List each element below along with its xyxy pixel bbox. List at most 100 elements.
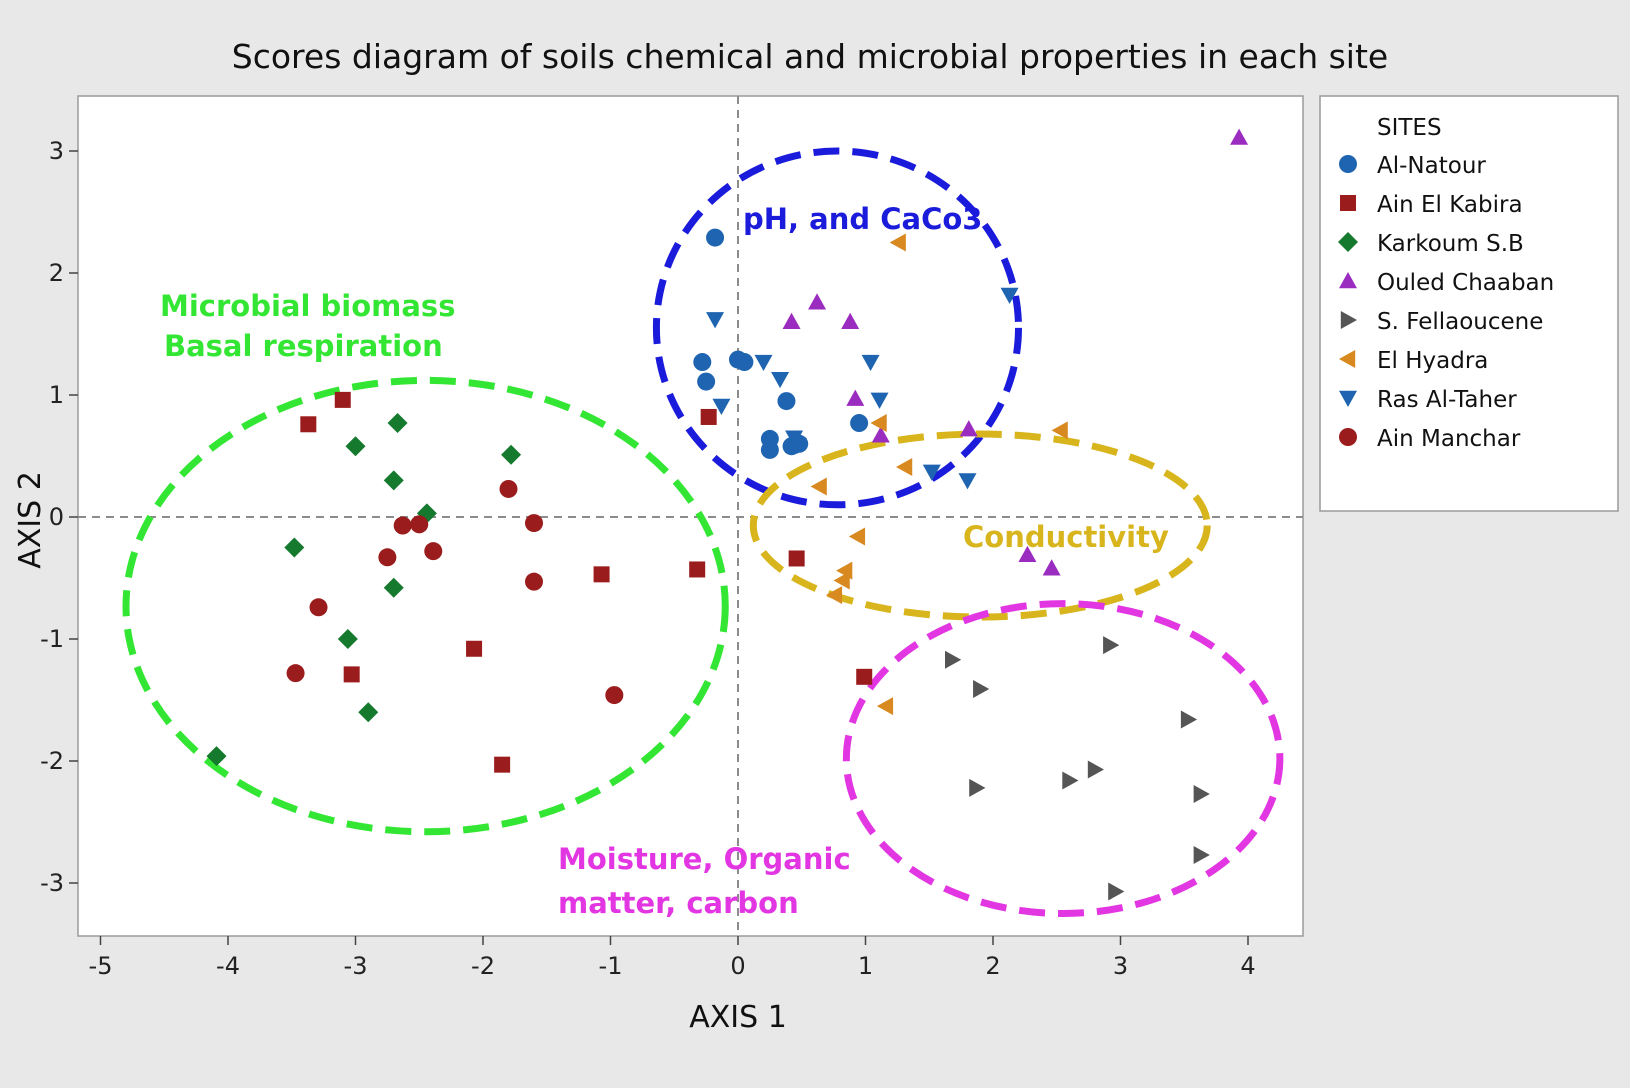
point-ain-el-kabira: [788, 550, 805, 567]
legend-box: [1319, 95, 1619, 512]
point-ras-al-taher: [922, 464, 941, 481]
legend-marker-al-natour: [1339, 155, 1357, 173]
point-s-fellaoucene: [1108, 882, 1125, 901]
point-karkoum-s-b: [383, 470, 404, 491]
y-tick-label: 3: [49, 137, 64, 165]
point-ouled-chaaban: [1018, 545, 1037, 563]
legend-marker-ouled-chaaban: [1339, 272, 1357, 289]
legend-label-ouled-chaaban: Ouled Chaaban: [1377, 270, 1554, 296]
point-karkoum-s-b: [501, 444, 522, 465]
y-tick-label: 2: [49, 259, 64, 287]
point-ain-el-kabira: [494, 756, 511, 773]
point-ras-al-taher: [1000, 287, 1019, 304]
point-ain-el-kabira: [343, 666, 360, 683]
x-axis-label: AXIS 1: [689, 1000, 787, 1035]
point-ain-el-kabira: [466, 640, 483, 657]
point-el-hyadra: [876, 697, 894, 716]
point-ras-al-taher: [870, 392, 889, 409]
legend-items: Al-Natour Ain El Kabira Karkoum S.B Ouled C…: [1338, 153, 1554, 452]
y-tick-label: 0: [49, 503, 64, 531]
point-ain-manchar: [424, 542, 443, 561]
point-s-fellaoucene: [973, 680, 990, 699]
x-tick-label: -2: [471, 952, 495, 980]
point-s-fellaoucene: [1087, 760, 1104, 779]
point-ouled-chaaban: [782, 312, 801, 329]
legend-label-karkoum-s-b: Karkoum S.B: [1377, 231, 1524, 257]
point-el-hyadra: [848, 527, 866, 546]
point-al-natour: [850, 414, 869, 433]
ellipse-microbial: [122, 376, 729, 836]
point-ain-manchar: [525, 572, 543, 591]
legend-label-el-hyadra: El Hyadra: [1377, 348, 1488, 374]
point-ain-manchar: [499, 479, 518, 498]
legend-label-ain-el-kabira: Ain El Kabira: [1377, 192, 1523, 218]
point-ouled-chaaban: [846, 389, 865, 406]
annotation-moisture-organic: Moisture, Organic: [558, 842, 851, 876]
x-axis-ticks: -5 -4 -3 -2 -1 0 1 2 3 4: [89, 936, 1256, 980]
point-el-hyadra: [870, 414, 887, 433]
point-el-hyadra: [889, 233, 906, 252]
point-s-fellaoucene: [969, 778, 986, 797]
point-ain-el-kabira: [700, 408, 717, 425]
point-ain-el-kabira: [856, 668, 873, 685]
legend-marker-s-fellaoucene: [1340, 311, 1357, 329]
x-tick-label: -3: [344, 952, 368, 980]
x-tick-label: -4: [216, 952, 240, 980]
point-ouled-chaaban: [959, 420, 978, 437]
annotation-microbial-biomass: Microbial biomass: [160, 289, 455, 323]
x-tick-label: 4: [1240, 952, 1255, 980]
point-al-natour: [777, 392, 796, 411]
point-ras-al-taher: [754, 354, 773, 372]
point-ras-al-taher: [706, 312, 725, 329]
point-ras-al-taher: [712, 398, 731, 415]
point-ain-el-kabira: [300, 416, 317, 433]
point-ain-el-kabira: [689, 561, 706, 578]
reference-lines: [78, 96, 1303, 936]
y-tick-label: -1: [40, 625, 64, 653]
x-tick-label: 1: [858, 952, 873, 980]
point-ouled-chaaban: [841, 312, 860, 329]
point-al-natour: [697, 372, 716, 391]
point-el-hyadra: [810, 477, 827, 496]
ellipse-ph-caco3: [652, 147, 1023, 509]
point-ain-el-kabira: [593, 566, 610, 583]
point-ras-al-taher: [861, 354, 880, 372]
y-axis-label: AXIS 2: [13, 471, 48, 569]
legend-label-ain-manchar: Ain Manchar: [1377, 426, 1521, 452]
legend-marker-ain-manchar: [1339, 428, 1357, 446]
point-ain-manchar: [605, 686, 624, 705]
x-tick-label: 2: [985, 952, 1000, 980]
ellipse-conductivity: [749, 430, 1211, 621]
point-ain-manchar: [410, 515, 429, 534]
x-tick-label: -1: [599, 952, 623, 980]
point-s-fellaoucene: [1180, 710, 1198, 729]
y-tick-label: -2: [40, 747, 64, 775]
point-karkoum-s-b: [284, 537, 305, 558]
point-s-fellaoucene: [1193, 784, 1210, 803]
legend-marker-ras-al-taher: [1339, 390, 1357, 407]
x-tick-label: 3: [1113, 952, 1128, 980]
x-tick-label: -5: [89, 952, 113, 980]
point-ain-el-kabira: [334, 391, 351, 408]
legend-label-al-natour: Al-Natour: [1377, 153, 1486, 179]
point-al-natour: [760, 440, 779, 459]
point-ouled-chaaban: [808, 293, 827, 310]
plot-area: [77, 95, 1304, 937]
point-al-natour: [693, 353, 712, 372]
point-s-fellaoucene: [1193, 845, 1210, 864]
ellipse-moisture: [842, 600, 1284, 917]
point-el-hyadra: [1051, 421, 1068, 440]
point-el-hyadra: [833, 571, 850, 590]
point-el-hyadra: [896, 457, 913, 476]
point-ras-al-taher: [958, 473, 977, 490]
annotation-ph-caco3: pH, and CaCo3: [743, 202, 982, 236]
point-al-natour: [735, 353, 754, 372]
point-karkoum-s-b: [383, 577, 404, 598]
legend-marker-karkoum-s-b: [1338, 232, 1358, 252]
y-axis-ticks: -3 -2 -1 0 1 2 3: [40, 137, 78, 897]
point-s-fellaoucene: [1062, 771, 1079, 790]
point-karkoum-s-b: [345, 436, 366, 457]
legend: SITES Al-Natour Ain El Kabira Karkoum S.B O…: [1319, 95, 1619, 512]
legend-title: SITES: [1377, 115, 1442, 141]
